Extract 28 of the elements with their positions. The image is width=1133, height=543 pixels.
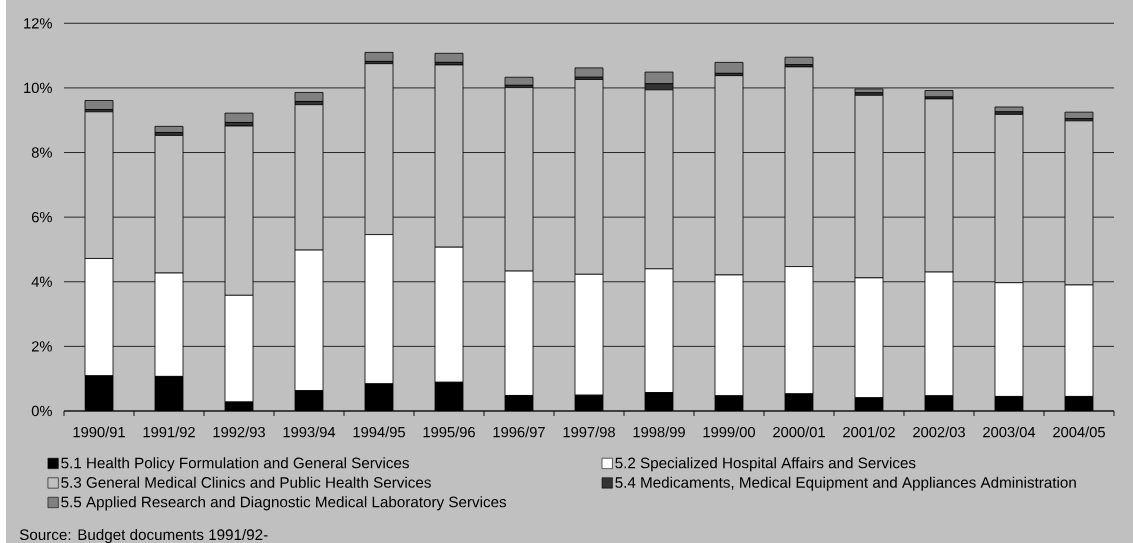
legend-label: 5.5 Applied Research and Diagnostic Medical Laboratory Services: [61, 496, 507, 511]
legend-label: 5.4 Medicaments, Medical Equipment and Appliances Administration: [615, 476, 1076, 491]
x-tick-label: 1999/00: [703, 426, 755, 438]
source-note: Source: Budget documents 1991/92-: [19, 528, 268, 543]
x-tick-label: 2002/03: [913, 426, 965, 438]
x-tick-label: 1992/93: [213, 426, 265, 438]
y-tick-label: 4%: [31, 276, 52, 287]
x-tick-label: 2004/05: [1053, 426, 1105, 438]
y-tick-label: 0%: [31, 405, 52, 417]
x-tick-label: 1995/96: [423, 426, 475, 438]
y-tick-label: 10%: [24, 82, 52, 94]
x-tick-label: 2003/04: [983, 426, 1036, 438]
y-tick-label: 6%: [31, 211, 52, 223]
y-tick-label: 2%: [31, 341, 52, 352]
x-tick-label: 1994/95: [353, 426, 405, 438]
y-tick-label: 12%: [24, 18, 52, 29]
x-tick-label: 1996/97: [493, 426, 545, 438]
x-tick-label: 2001/02: [843, 426, 895, 438]
x-tick-label: 2000/01: [773, 426, 825, 438]
x-tick-label: 1991/92: [143, 426, 195, 438]
legend-label: 5.2 Specialized Hospital Affairs and Services: [615, 457, 916, 472]
y-tick-label: 8%: [31, 147, 52, 158]
legend-label: 5.3 General Medical Clinics and Public Health Services: [61, 476, 431, 488]
legend-label: 5.1 Health Policy Formulation and General Services: [61, 457, 409, 472]
x-tick-label: 1993/94: [283, 426, 336, 438]
x-tick-label: 1998/99: [633, 426, 685, 438]
x-tick-label: 1997/98: [563, 426, 615, 438]
x-tick-label: 1990/91: [73, 426, 125, 438]
